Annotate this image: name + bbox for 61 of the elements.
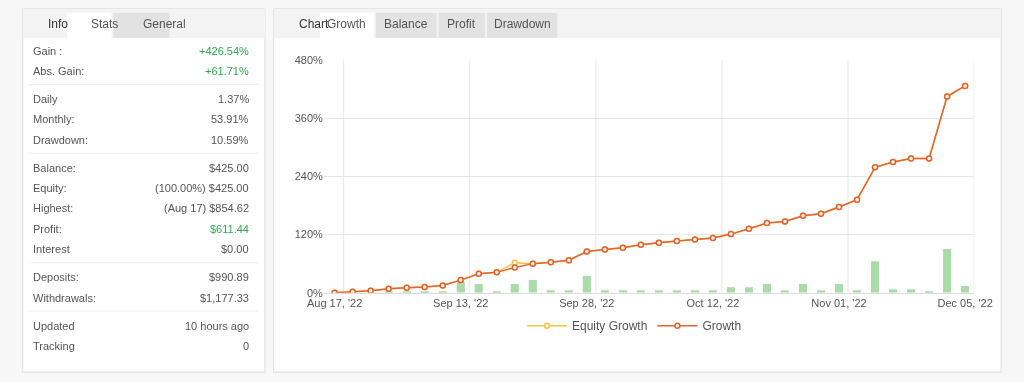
text: Interest <box>33 243 70 255</box>
text: $611.44 <box>210 223 249 235</box>
x-tick-label: Oct 12, '22 <box>686 296 740 309</box>
text: Profit <box>447 17 476 31</box>
text: $425.00 <box>209 162 249 174</box>
y-tick-label: 0% <box>306 286 324 299</box>
bar <box>834 283 844 293</box>
bar <box>798 283 808 293</box>
text: Monthly: <box>33 113 75 125</box>
bar <box>726 287 735 293</box>
bar <box>762 283 772 293</box>
text: Gain : <box>33 45 63 57</box>
bar <box>528 280 537 293</box>
text: $990.89 <box>209 271 249 283</box>
y-tick-label: 480% <box>294 54 324 67</box>
text: (100.00%) $425.00 <box>155 182 249 194</box>
text: Abs. Gain: <box>33 65 85 77</box>
text: Chart <box>299 17 330 31</box>
text: Drawdown <box>494 17 551 31</box>
bar <box>870 261 880 293</box>
y-tick-label: 240% <box>294 170 324 183</box>
text: $0.00 <box>221 243 249 255</box>
x-tick-label: Aug 17, '22 <box>306 296 363 309</box>
text: Stats <box>91 17 119 31</box>
text: Highest: <box>33 202 74 214</box>
x-tick-label: Nov 01, '22 <box>811 296 867 309</box>
x-tick-label: Sep 28, '22 <box>559 296 615 309</box>
text: Profit: <box>33 223 62 235</box>
legend-label: Equity Growth <box>572 319 648 334</box>
text: Growth <box>327 17 366 31</box>
text: 10 hours ago <box>185 320 250 332</box>
text: (Aug 17) $854.62 <box>164 202 250 214</box>
text: 10.59% <box>211 134 249 146</box>
text: +426.54% <box>199 45 250 57</box>
text: +61.71% <box>205 65 249 77</box>
text: Tracking <box>33 340 75 352</box>
text: 53.91% <box>211 113 249 125</box>
text: Daily <box>33 93 58 105</box>
text: Balance <box>384 17 428 31</box>
text: Withdrawals: <box>33 292 96 304</box>
bar <box>943 249 952 293</box>
text: Balance: <box>33 162 76 174</box>
y-tick-label: 360% <box>294 112 324 125</box>
text: Deposits: <box>33 271 79 283</box>
legend-label: Growth <box>702 319 742 334</box>
text: 0 <box>243 340 250 352</box>
text: Drawdown: <box>33 134 89 146</box>
bar <box>474 283 483 293</box>
y-tick-label: 120% <box>294 228 324 241</box>
x-tick-label: Dec 05, '22 <box>937 296 993 309</box>
bar <box>744 287 753 293</box>
text: General <box>143 17 186 31</box>
bar <box>510 283 519 293</box>
x-tick-label: Sep 13, '22 <box>433 296 489 309</box>
bar <box>582 275 591 293</box>
text: $1,177.33 <box>200 292 249 304</box>
text: 1.37% <box>218 93 250 105</box>
text: Info <box>48 17 69 31</box>
text: Equity: <box>33 182 67 194</box>
text: Updated <box>33 320 75 332</box>
point <box>511 264 519 271</box>
